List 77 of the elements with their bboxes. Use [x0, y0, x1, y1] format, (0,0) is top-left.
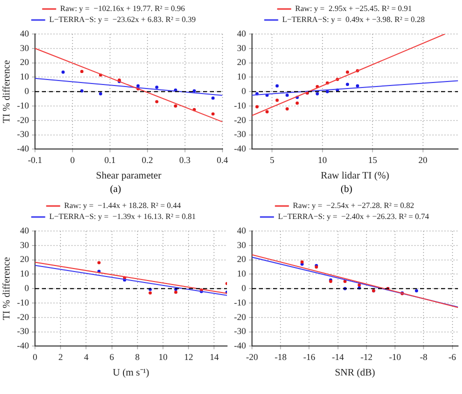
- x-tick-label: -6: [448, 352, 457, 362]
- y-tick-label: -40: [234, 144, 246, 154]
- y-tick-label: 20: [236, 254, 246, 264]
- x-tick-label: 0.3: [179, 154, 192, 165]
- x-tick-label: -18: [274, 352, 288, 362]
- y-tick-label: 40: [20, 225, 30, 236]
- x-axis-title: U (m s⁻¹): [112, 368, 150, 379]
- y-axis-title: TI % difference: [2, 256, 13, 320]
- y-tick-label: -40: [16, 144, 30, 154]
- y-axis-title: TI % difference: [2, 59, 13, 124]
- x-tick-label: -0.1: [28, 154, 42, 165]
- y-tick-label: 0: [241, 86, 246, 96]
- legend-label: Raw: y = 2.95x + −25.45. R² = 0.91: [295, 4, 412, 14]
- y-tick-label: 0: [241, 282, 246, 293]
- x-tick-label: 14: [210, 352, 220, 362]
- legend-label: Raw: y = −1.44x + 18.28. R² = 0.44: [64, 201, 181, 210]
- y-tick-label: 10: [20, 72, 30, 82]
- y-tick-label: 30: [236, 240, 246, 250]
- x-tick-label: -16: [303, 352, 316, 362]
- x-tick-label: -12: [360, 352, 372, 362]
- y-tick-label: -10: [234, 100, 246, 110]
- y-tick-label: -30: [234, 326, 246, 336]
- x-tick-label: 8: [135, 352, 140, 362]
- x-axis-title: Raw lidar TI (%): [320, 170, 390, 182]
- text: (a): [110, 184, 122, 195]
- legend-label: Raw: y = −2.54x + −27.28. R² = 0.82: [292, 201, 414, 210]
- legend-label: L−TERRA−S: y = −1.39x + 16.13. R² = 0.81: [49, 212, 196, 222]
- y-tick-label: 30: [20, 240, 30, 250]
- y-tick-label: -40: [234, 340, 246, 351]
- y-tick-label: -10: [16, 297, 30, 308]
- x-axis-title: SNR (dB): [334, 368, 376, 379]
- y-tick-label: -30: [234, 129, 246, 140]
- x-tick-label: -8: [420, 352, 428, 362]
- legend-label: L−TERRA−S: y = 0.49x + −3.98. R² = 0.28: [282, 15, 425, 24]
- y-tick-label: 10: [236, 268, 246, 279]
- x-tick-label: -10: [389, 352, 402, 362]
- y-tick-label: -30: [16, 129, 30, 140]
- x-tick-label: 0: [70, 154, 76, 165]
- legend-label: Raw: y = −102.16x + 19.77. R² = 0.96: [60, 4, 185, 14]
- legend-label: L−TERRA−S: y = −2.40x + −26.23. R² = 0.74: [278, 212, 430, 222]
- y-tick-label: 10: [20, 268, 30, 279]
- x-tick-label: 0.2: [142, 154, 154, 165]
- y-tick-label: 20: [236, 57, 246, 68]
- y-tick-label: 40: [20, 28, 30, 38]
- x-tick-label: 10: [158, 352, 168, 362]
- x-tick-label: 5: [270, 154, 275, 165]
- x-tick-label: 0: [32, 352, 38, 362]
- y-tick-label: 20: [20, 57, 30, 68]
- y-tick-label: 20: [20, 254, 30, 264]
- x-tick-label: 4: [84, 352, 89, 362]
- x-tick-label: 0.1: [104, 154, 116, 165]
- y-tick-label: -30: [16, 326, 30, 336]
- x-tick-label: 15: [368, 154, 378, 165]
- y-tick-label: -20: [234, 312, 246, 322]
- x-axis-title: Shear parameter: [96, 170, 162, 182]
- y-tick-label: -40: [16, 340, 30, 351]
- legend-label: L−TERRA−S: y = −23.62x + 6.83. R² = 0.39: [49, 15, 196, 24]
- y-tick-label: 40: [236, 225, 246, 236]
- x-tick-label: 0.4: [216, 154, 228, 165]
- x-tick-label: 20: [418, 154, 428, 165]
- x-tick-label: 10: [318, 154, 328, 165]
- y-tick-label: 30: [20, 42, 30, 53]
- text: (b): [340, 184, 352, 195]
- x-tick-label: 12: [184, 352, 194, 362]
- y-tick-label: -20: [234, 114, 246, 125]
- y-tick-label: -20: [16, 114, 30, 125]
- y-tick-label: -10: [234, 297, 246, 308]
- x-tick-label: 6: [110, 352, 115, 362]
- y-tick-label: -10: [16, 100, 30, 110]
- y-tick-label: 40: [236, 28, 246, 38]
- y-tick-label: 10: [236, 72, 246, 82]
- x-tick-label: -14: [332, 352, 344, 362]
- y-tick-label: 0: [24, 282, 30, 293]
- y-tick-label: -20: [16, 312, 30, 322]
- x-tick-label: 2: [58, 352, 63, 362]
- y-tick-label: 30: [236, 42, 246, 53]
- y-tick-label: 0: [24, 86, 30, 96]
